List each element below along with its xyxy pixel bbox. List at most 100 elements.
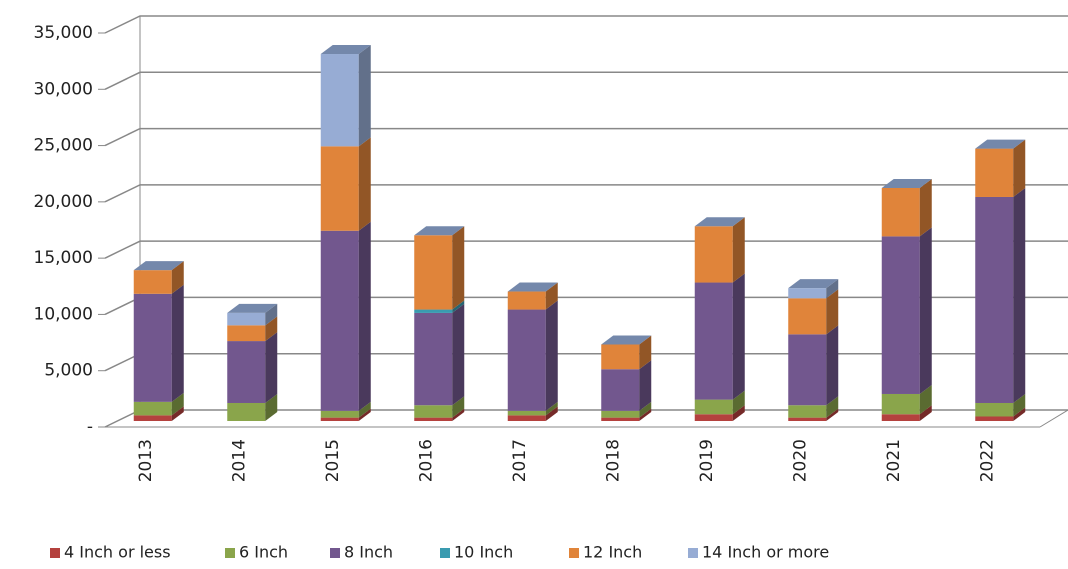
bar-top: [601, 335, 652, 345]
bar-segment: [320, 230, 359, 411]
bar-segment: [507, 415, 546, 421]
bar-side: [358, 137, 371, 231]
x-tick-label: 2013: [136, 439, 156, 482]
legend-label: 12 Inch: [583, 543, 642, 562]
bar-top: [133, 261, 184, 271]
bar-segment: [788, 405, 827, 418]
x-tick-label: 2014: [229, 439, 249, 482]
bar-side: [171, 406, 184, 421]
x-tick-label: 2019: [697, 439, 717, 482]
bar-segment: [881, 187, 920, 237]
y-tick-label: 35,000: [34, 23, 93, 43]
legend-swatch: [569, 548, 579, 558]
bar-top: [320, 45, 371, 55]
bar-segment: [414, 405, 453, 418]
bar-side: [1013, 139, 1026, 197]
bar-segment: [788, 334, 827, 406]
bar-side: [452, 226, 465, 310]
legend-swatch: [50, 548, 60, 558]
legend-swatch: [225, 548, 235, 558]
legend-label: 4 Inch or less: [64, 543, 171, 562]
bar-side: [171, 261, 184, 294]
bar-segment: [507, 291, 546, 310]
bar-side: [732, 273, 745, 400]
bar-side: [826, 325, 839, 406]
x-tick-label: 2022: [977, 439, 997, 482]
x-tick-label: 2021: [884, 439, 904, 482]
bar-side: [265, 332, 278, 403]
bar-segment: [601, 344, 640, 370]
bar-side: [452, 396, 465, 418]
bar-segment: [133, 415, 172, 421]
bar-side: [919, 178, 932, 237]
bar-segment: [788, 417, 827, 421]
bar-side: [919, 227, 932, 394]
bar-segment: [694, 282, 733, 400]
bar-side: [265, 393, 278, 421]
bar-side: [732, 405, 745, 421]
x-tick-label: 2018: [603, 439, 623, 482]
bar-side: [732, 217, 745, 283]
legend-swatch: [330, 548, 340, 558]
bar-segment: [788, 288, 827, 299]
bar-side: [1013, 187, 1026, 403]
bar-side: [452, 303, 465, 406]
bar-segment: [320, 146, 359, 231]
bar-side: [358, 45, 371, 147]
bar-top: [507, 282, 558, 292]
grid-line: [104, 184, 1068, 203]
legend-swatch: [688, 548, 698, 558]
bar-segment: [881, 236, 920, 394]
bar-side: [826, 396, 839, 418]
grid-line: [104, 240, 1068, 259]
bar-side: [732, 390, 745, 415]
bar-segment: [694, 226, 733, 283]
bar-top: [694, 217, 745, 227]
bar-segment: [320, 410, 359, 418]
grid-line: [104, 71, 1068, 90]
bar-side: [826, 289, 839, 335]
bar-top: [788, 279, 839, 289]
bar-segment: [414, 309, 453, 313]
x-tick-label: 2016: [416, 439, 436, 482]
bar-side: [358, 221, 371, 411]
legend-label: 10 Inch: [454, 543, 513, 562]
bar-segment: [320, 417, 359, 421]
bar-side: [545, 282, 558, 310]
bar-side: [545, 401, 558, 416]
bar-segment: [507, 410, 546, 416]
y-tick-label: 30,000: [34, 79, 93, 99]
legend-label: 14 Inch or more: [702, 543, 829, 562]
bar-side: [171, 284, 184, 402]
bar-side: [545, 406, 558, 421]
bar-segment: [601, 369, 640, 411]
x-tick-label: 2017: [510, 439, 530, 482]
bar-segment: [227, 402, 266, 421]
bar-side: [265, 316, 278, 342]
bar-top: [227, 303, 278, 313]
legend-swatch: [440, 548, 450, 558]
bar-side: [919, 384, 932, 415]
floor-edge: [1039, 409, 1068, 428]
bar-side: [1013, 407, 1026, 421]
bar-side: [639, 360, 652, 411]
bar-side: [358, 408, 371, 421]
legend-label: 6 Inch: [239, 543, 288, 562]
bar-segment: [320, 54, 359, 147]
bar-segment: [133, 270, 172, 294]
bar-side: [1013, 393, 1026, 417]
bar-top: [414, 226, 465, 236]
bar-segment: [227, 325, 266, 342]
y-tick-label: -: [87, 417, 93, 437]
y-tick-label: 10,000: [34, 304, 93, 324]
x-tick-label: 2015: [323, 439, 343, 482]
bar-segment: [788, 298, 827, 335]
grid-line: [104, 127, 1068, 147]
bar-side: [826, 408, 839, 421]
bar-segment: [601, 410, 640, 418]
bar-side: [545, 300, 558, 411]
y-tick-label: 15,000: [34, 248, 93, 268]
bar-segment: [227, 341, 266, 403]
bar-side: [639, 335, 652, 370]
